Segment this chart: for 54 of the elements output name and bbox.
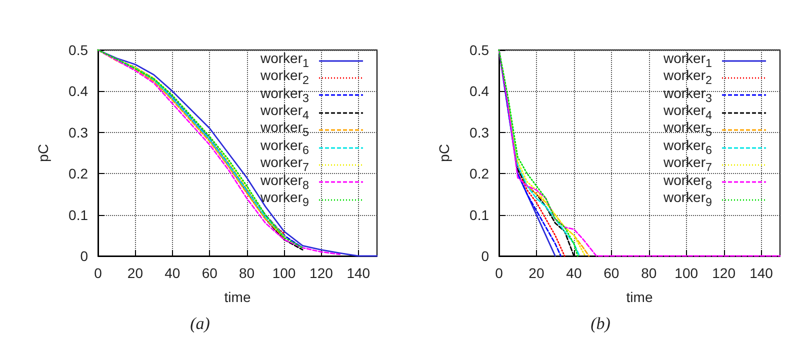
x-tick-label: 100 <box>272 265 296 281</box>
x-tick-label: 0 <box>495 265 504 281</box>
x-tick-label: 0 <box>94 265 102 281</box>
y-tick-label: 0.2 <box>470 166 490 182</box>
y-tick-label: 0.4 <box>470 83 490 100</box>
x-tick-label: 120 <box>712 265 736 281</box>
x-axis-title: time <box>626 289 653 305</box>
legend-label: worker$_{5}$ <box>664 119 712 140</box>
x-tick-label: 40 <box>164 265 180 281</box>
x-tick-label: 80 <box>239 265 255 281</box>
legend-label: worker$_{6}$ <box>260 136 309 157</box>
y-axis-title: pC <box>35 144 51 162</box>
legend-label: worker$_{4}$ <box>664 102 712 122</box>
x-tick-label: 40 <box>566 265 582 281</box>
x-tick-label: 140 <box>346 265 370 281</box>
legend-label: worker$_{7}$ <box>260 154 309 174</box>
legend-label: worker$_{9}$ <box>664 188 712 210</box>
line-series <box>498 49 781 257</box>
legend-label: worker$_{2}$ <box>664 67 712 87</box>
y-tick-label: 0.1 <box>470 206 490 223</box>
x-tick-label: 100 <box>674 265 698 281</box>
y-tick-label: 0 <box>481 248 490 264</box>
text: (b) <box>590 314 611 333</box>
y-tick-label: 0.1 <box>68 206 88 223</box>
legend-label: worker$_{2}$ <box>260 67 309 87</box>
x-tick-label: 60 <box>202 265 218 281</box>
y-tick-label: 0.5 <box>68 42 88 58</box>
legend-label: worker$_{4}$ <box>260 102 309 122</box>
legend-label: worker$_{8}$ <box>664 172 712 192</box>
x-tick-label: 60 <box>604 265 620 281</box>
x-tick-label: 120 <box>310 265 334 281</box>
y-axis-title: pC <box>436 144 452 162</box>
y-tick-label: 0.5 <box>470 42 490 58</box>
legend-label: worker$_{1}$ <box>260 50 309 70</box>
legend-label: worker$_{5}$ <box>260 119 309 140</box>
legend-label: worker$_{6}$ <box>664 136 712 157</box>
text: (a) <box>190 314 210 333</box>
legend-label: worker$_{7}$ <box>664 154 712 174</box>
y-tick-label: 0 <box>80 248 88 264</box>
x-tick-label: 140 <box>750 265 774 281</box>
y-tick-label: 0.3 <box>68 124 88 140</box>
x-tick-label: 80 <box>641 265 657 281</box>
legend-label: worker$_{3}$ <box>664 84 712 104</box>
legend-label: worker$_{9}$ <box>260 188 309 210</box>
y-tick-label: 0.3 <box>470 124 490 140</box>
line-series <box>508 106 590 257</box>
x-tick-label: 20 <box>127 265 144 281</box>
x-axis-title: time <box>224 289 251 305</box>
legend-label: worker$_{3}$ <box>260 84 309 104</box>
legend-label: worker$_{8}$ <box>260 172 309 192</box>
x-tick-label: 20 <box>528 265 544 281</box>
legend-label: worker$_{1}$ <box>664 50 712 70</box>
y-tick-label: 0.4 <box>68 83 88 100</box>
y-tick-label: 0.2 <box>68 166 88 182</box>
